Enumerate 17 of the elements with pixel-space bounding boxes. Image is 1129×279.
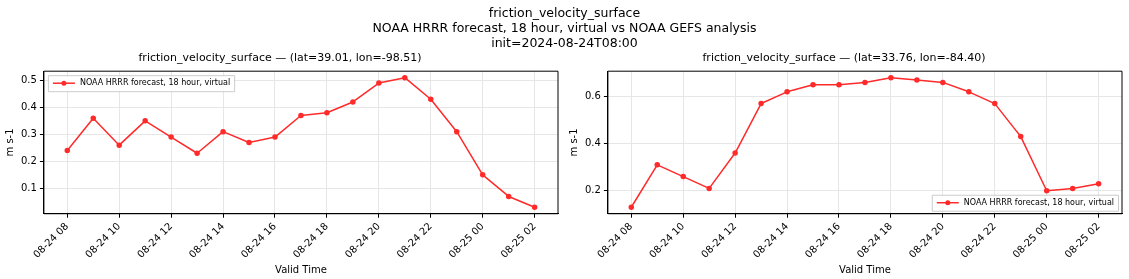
y-axis-title: m s-1 [3,128,15,157]
chart-title: friction_velocity_surface — (lat=33.76, lon=-84.40) [702,51,986,65]
x-axis-title: Valid Time [839,263,891,275]
y-tick-label: 0.2 [585,184,601,196]
text: friction_velocity_surface NOAA HRRR forecast, 18 hour, virtual vs NOAA GEFS analysis init=2024-08-24T08:00 [371,4,758,52]
y-tick-label: 0.1 [21,181,37,193]
y-tick-label: 0.4 [585,137,601,149]
chart-title: friction_velocity_surface — (lat=39.01, lon=-98.51) [138,51,422,65]
x-axis-title: Valid Time [275,263,327,275]
y-tick-label: 0.4 [21,100,37,112]
y-tick-label: 0.5 [21,73,37,85]
y-tick-label: 0.3 [21,127,37,139]
legend-label: NOAA HRRR forecast, 18 hour, virtual [79,78,231,88]
y-tick-label: 0.6 [585,90,601,102]
y-axis-title: m s-1 [567,128,579,157]
legend-label: NOAA HRRR forecast, 18 hour, virtual [963,197,1114,207]
y-tick-label: 0.2 [21,154,37,166]
